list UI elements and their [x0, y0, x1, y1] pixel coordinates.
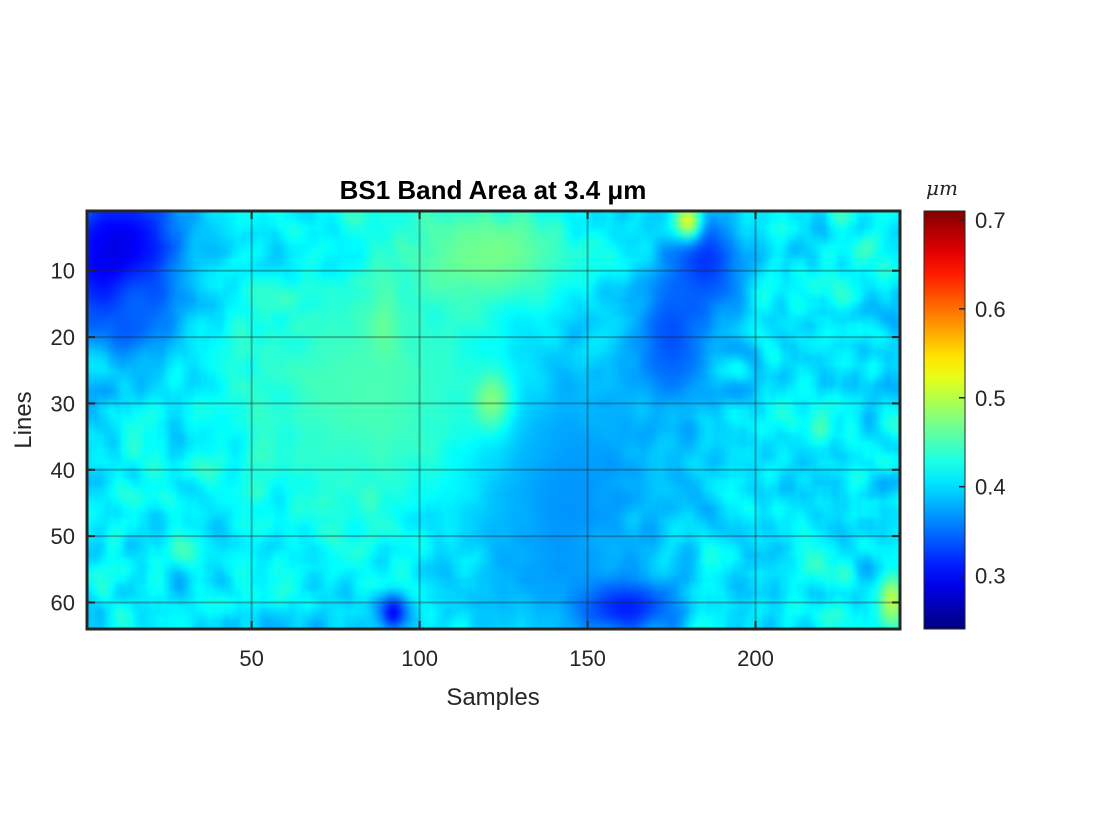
x-axis-label: Samples: [446, 684, 539, 711]
y-tick-label: 50: [51, 524, 75, 549]
y-axis-label: Lines: [10, 391, 37, 448]
colorbar-tick-label: 0.4: [975, 475, 1006, 500]
colorbar-tick-label: 0.6: [975, 297, 1006, 322]
x-tick-label: 100: [401, 646, 438, 671]
colorbar-tick-label: 0.5: [975, 386, 1006, 411]
heatmap-image: [87, 211, 900, 629]
grid-lines: [87, 211, 900, 629]
x-tick-label: 50: [239, 646, 263, 671]
y-tick-label: 60: [51, 590, 75, 615]
y-axis-ticks: 10 20 30 40 50 60: [51, 259, 900, 615]
colorbar-label: μm: [926, 176, 958, 200]
chart-title: BS1 Band Area at 3.4 μm: [340, 175, 647, 205]
plot-frame: [85, 209, 902, 631]
colorbar-frame: [923, 210, 966, 630]
y-tick-label: 10: [51, 259, 75, 284]
y-tick-label: 30: [51, 391, 75, 416]
x-tick-label: 150: [569, 646, 606, 671]
colorbar-ticks: 0.3 0.4 0.5 0.6 0.7: [959, 208, 1006, 589]
colorbar-tick-label: 0.7: [975, 208, 1006, 233]
y-tick-label: 40: [51, 458, 75, 483]
colorbar-tick-label: 0.3: [975, 564, 1006, 589]
y-tick-label: 20: [51, 325, 75, 350]
heatmap-plot-area: [87, 211, 900, 629]
x-tick-label: 200: [737, 646, 774, 671]
x-axis-ticks: 50 100 150 200: [239, 211, 774, 671]
colorbar: [924, 211, 965, 629]
